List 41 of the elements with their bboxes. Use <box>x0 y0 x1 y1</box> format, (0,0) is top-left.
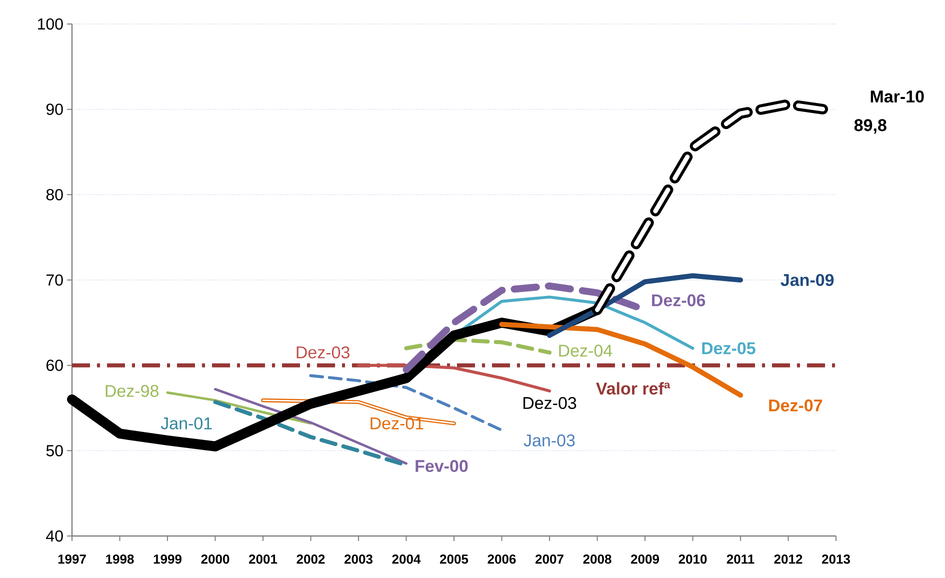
series-label: Jan-03 <box>524 434 575 446</box>
y-tick-label: 100 <box>38 18 63 30</box>
y-tick-label: 80 <box>46 189 63 200</box>
x-tick-label: 2001 <box>248 554 278 564</box>
x-tick-label: 2003 <box>344 554 372 564</box>
series-label: Jan-01 <box>160 417 212 430</box>
series-label: Dez-04 <box>559 344 612 357</box>
series-label: Dez-03 <box>296 346 350 358</box>
x-tick-label: 2010 <box>678 554 707 564</box>
y-tick-label: 40 <box>46 530 63 542</box>
series-label: Dez-06 <box>652 294 706 306</box>
x-tick-label: 2005 <box>440 554 468 564</box>
x-tick-label: 1998 <box>106 554 134 564</box>
ref-line-label: Valor refª <box>596 382 670 395</box>
x-tick-label: 2011 <box>726 554 754 564</box>
series-label: Fev-00 <box>416 460 468 472</box>
x-tick-label: 2009 <box>631 554 659 564</box>
x-tick-label: 2007 <box>536 554 564 564</box>
x-tick-label: 2004 <box>392 554 421 564</box>
x-tick-label: 1999 <box>154 554 182 564</box>
series-label: Dez-07 <box>769 399 822 412</box>
series-label: Dez-01 <box>370 417 424 430</box>
x-tick-label: 2008 <box>583 554 612 564</box>
x-tick-label: 2013 <box>822 554 850 564</box>
line-series <box>309 374 504 432</box>
y-tick-label: 50 <box>46 445 63 456</box>
x-tick-label: 1997 <box>58 554 86 564</box>
x-tick-label: 2012 <box>774 554 802 564</box>
text: Mar-10 <box>870 90 924 103</box>
x-tick-label: 2000 <box>201 554 230 564</box>
y-tick-label: 90 <box>46 104 63 115</box>
line-series <box>404 338 552 355</box>
x-tick-label: 2002 <box>296 554 325 564</box>
y-tick-label: 70 <box>46 274 63 286</box>
data-label: 89,8 <box>854 119 886 134</box>
series-label: Dez-98 <box>106 384 158 397</box>
series-label: Dez-05 <box>702 342 756 354</box>
x-tick-label: 2006 <box>488 554 516 564</box>
y-tick-label: 60 <box>46 360 63 371</box>
text: Jan-09 <box>780 274 834 286</box>
annotation: Dez-03 <box>523 397 576 410</box>
